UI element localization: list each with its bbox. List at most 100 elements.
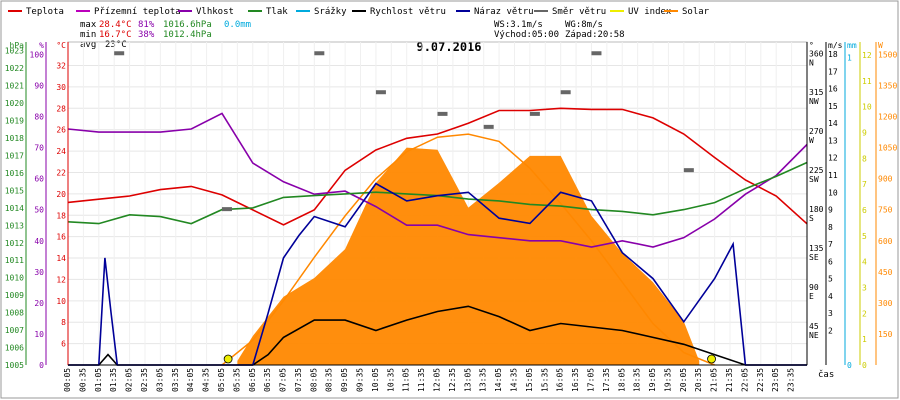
legend-label: Přízemní teplota [94,7,181,17]
wind-speed-axis-tick: 2 [828,326,833,335]
x-tick-label: 10:35 [386,368,395,392]
x-tick-label: 02:05 [125,368,134,392]
x-axis-title: čas [818,369,834,380]
wind-speed-axis-tick: 6 [828,257,833,266]
humidity-axis-tick: 90 [34,81,44,90]
x-tick-label: 06:35 [263,368,272,392]
uv-axis-tick: 6 [862,206,867,215]
humidity-axis-tick: 20 [34,299,44,308]
stats-max-label: max [80,20,97,30]
solar-layer [221,133,715,366]
direction-axis-tick: 135 [809,244,824,253]
hpa-axis-tick: 1005 [5,361,24,370]
celsius-axis-tick: 18 [56,211,66,220]
x-tick-label: 15:05 [525,368,534,392]
legend-label: Tlak [266,7,288,17]
x-tick-label: 19:35 [663,368,672,392]
stats-min-temp: 16.7°C [99,30,132,40]
wind-speed-axis-tick: 12 [828,154,838,163]
solar-axis-tick: 1200 [878,113,897,122]
wind-speed-axis-tick: 13 [828,136,838,145]
hpa-axis-tick: 1023 [5,47,24,56]
wind-info-block: WS:3.1m/s WG:8m/s Východ:05:00 Západ:20:… [494,20,625,40]
celsius-axis-tick: 22 [56,168,66,177]
wind-speed-avg: WS:3.1m/s [494,20,543,30]
x-tick-label: 08:05 [309,368,318,392]
x-tick-label: 22:05 [740,368,749,392]
hpa-axis-tick: 1017 [5,151,24,160]
direction-axis-tick: 225 [809,166,824,175]
direction-axis-tick: 360 [809,49,824,58]
x-tick-label: 17:05 [586,368,595,392]
x-tick-label: 21:05 [710,368,719,392]
x-tick-label: 03:35 [171,368,180,392]
hpa-axis-unit: hPa [10,41,25,50]
x-tick-label: 06:05 [248,368,257,392]
direction-axis-tick: 315 [809,88,824,97]
celsius-axis-tick: 14 [56,254,66,263]
hpa-axis-tick: 1016 [5,169,24,178]
wind-speed-axis-tick: 18 [828,50,838,59]
uv-axis-tick: 8 [862,154,867,163]
x-tick-label: 04:05 [186,368,195,392]
stats-min-hum: 38% [138,30,155,40]
legend-label: Solar [682,7,710,17]
humidity-axis-unit: % [39,41,44,50]
wind-speed-axis-tick: 14 [828,119,838,128]
x-tick-label: 03:05 [155,368,164,392]
wind-direction-mark [437,111,448,116]
direction-axis-tick: 180 [809,205,824,214]
wind-speed-axis-tick: 5 [828,275,833,284]
celsius-axis-tick: 32 [56,62,66,71]
wind-speed-axis-tick: 3 [828,309,833,318]
x-tick-label: 13:05 [463,368,472,392]
direction-axis-letter: NW [809,97,819,106]
wind-speed-axis-tick: 4 [828,292,833,301]
uv-axis-tick: 9 [862,128,867,137]
x-tick-label: 19:05 [648,368,657,392]
hpa-axis-tick: 1020 [5,99,24,108]
stats-min-label: min [80,30,96,40]
wind-speed-axis-tick: 11 [828,171,838,180]
wind-speed-axis-tick: 9 [828,206,833,215]
x-tick-label: 14:05 [494,368,503,392]
uv-axis-tick: 1 [862,335,867,344]
solar-theoretical-line [221,133,715,366]
celsius-axis-tick: 26 [56,126,66,135]
x-tick-label: 05:35 [232,368,241,392]
x-tick-label: 05:05 [217,368,226,392]
stats-max-hum: 81% [138,20,155,30]
wind-direction-mark [560,90,571,95]
x-tick-label: 07:35 [294,368,303,392]
celsius-axis-tick: 10 [56,297,66,306]
x-tick-label: 20:05 [679,368,688,392]
uv-axis-tick: 2 [862,309,867,318]
hpa-axis-tick: 1011 [5,256,24,265]
x-tick-label: 01:05 [94,368,103,392]
axes-layer: hPa1005100610071008100910101011101210131… [5,41,898,370]
solar-axis-tick: 750 [878,206,893,215]
wind-speed-axis-tick: 8 [828,223,833,232]
uv-marker [707,354,716,364]
humidity-axis-tick: 0 [39,361,44,370]
uv-axis-tick: 12 [862,51,872,60]
humidity-axis-tick: 30 [34,268,44,277]
direction-axis-letter: N [809,58,814,67]
legend-label: Vlhkost [196,7,234,17]
solar-axis-tick: 900 [878,175,893,184]
x-tick-label: 17:35 [602,368,611,392]
temperature-line [67,107,808,226]
celsius-axis-tick: 30 [56,83,66,92]
wind-direction-mark [529,111,540,116]
hpa-axis-tick: 1010 [5,274,24,283]
uv-axis-tick: 3 [862,283,867,292]
uv-axis-tick: 11 [862,77,872,86]
rain-axis-unit: mm [847,41,857,50]
celsius-axis-tick: 28 [56,104,66,113]
x-tick-label: 12:05 [433,368,442,392]
humidity-axis-tick: 10 [34,330,44,339]
wind-direction-mark [221,207,232,212]
x-tick-label: 23:35 [787,368,796,392]
hpa-axis-tick: 1018 [5,134,24,143]
hpa-axis-tick: 1012 [5,239,24,248]
